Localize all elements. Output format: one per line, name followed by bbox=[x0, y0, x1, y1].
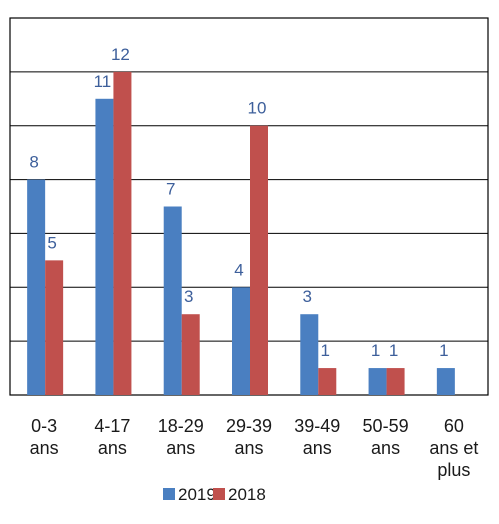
x-tick-label-0-1: ans bbox=[30, 438, 59, 458]
x-tick-label-1-1: ans bbox=[98, 438, 127, 458]
bar-2019-2 bbox=[163, 206, 182, 395]
data-label-2019-6: 1 bbox=[439, 341, 448, 360]
bar-2019-6 bbox=[436, 368, 455, 395]
x-tick-label-4-1: ans bbox=[303, 438, 332, 458]
x-tick-label-3-0: 29-39 bbox=[226, 416, 272, 436]
legend-swatch-2019 bbox=[163, 488, 175, 500]
bar-2019-4 bbox=[300, 314, 319, 395]
x-tick-label-3-1: ans bbox=[234, 438, 263, 458]
bar-2018-5 bbox=[386, 368, 405, 395]
bar-2018-3 bbox=[250, 125, 268, 395]
legend-label-2018: 2018 bbox=[228, 485, 266, 504]
data-label-2018-1: 12 bbox=[111, 45, 130, 64]
data-label-2018-5: 1 bbox=[389, 341, 398, 360]
data-label-2018-3: 10 bbox=[248, 99, 267, 118]
data-label-2018-4: 1 bbox=[321, 341, 330, 360]
bar-2018-0 bbox=[45, 260, 64, 395]
bar-2018-2 bbox=[181, 314, 200, 395]
data-label-2019-3: 4 bbox=[234, 260, 243, 279]
bar-2018-4 bbox=[318, 368, 337, 395]
bar-2019-1 bbox=[95, 98, 114, 396]
x-tick-label-6-2: plus bbox=[437, 460, 470, 480]
x-tick-label-1-0: 4-17 bbox=[94, 416, 130, 436]
data-label-2019-4: 3 bbox=[303, 287, 312, 306]
data-label-2019-0: 8 bbox=[29, 153, 38, 172]
x-tick-label-0-0: 0-3 bbox=[31, 416, 57, 436]
x-tick-label-6-0: 60 bbox=[444, 416, 464, 436]
x-tick-label-2-1: ans bbox=[166, 438, 195, 458]
x-tick-label-2-0: 18-29 bbox=[158, 416, 204, 436]
x-tick-label-5-0: 50-59 bbox=[363, 416, 409, 436]
data-label-2018-2: 3 bbox=[184, 287, 193, 306]
bar-2018-1 bbox=[113, 71, 132, 395]
bar-2019-0 bbox=[27, 179, 46, 395]
legend-label-2019: 2019 bbox=[178, 485, 216, 504]
legend-swatch-2018 bbox=[213, 488, 225, 500]
bar-2019-3 bbox=[232, 287, 250, 395]
x-tick-label-4-0: 39-49 bbox=[294, 416, 340, 436]
data-label-2019-5: 1 bbox=[371, 341, 380, 360]
data-label-2019-2: 7 bbox=[166, 180, 175, 199]
data-label-2019-1: 11 bbox=[94, 72, 112, 91]
data-label-2018-0: 5 bbox=[47, 233, 56, 252]
x-tick-label-5-1: ans bbox=[371, 438, 400, 458]
x-tick-label-6-1: ans et bbox=[429, 438, 478, 458]
bar-2019-5 bbox=[368, 368, 387, 395]
